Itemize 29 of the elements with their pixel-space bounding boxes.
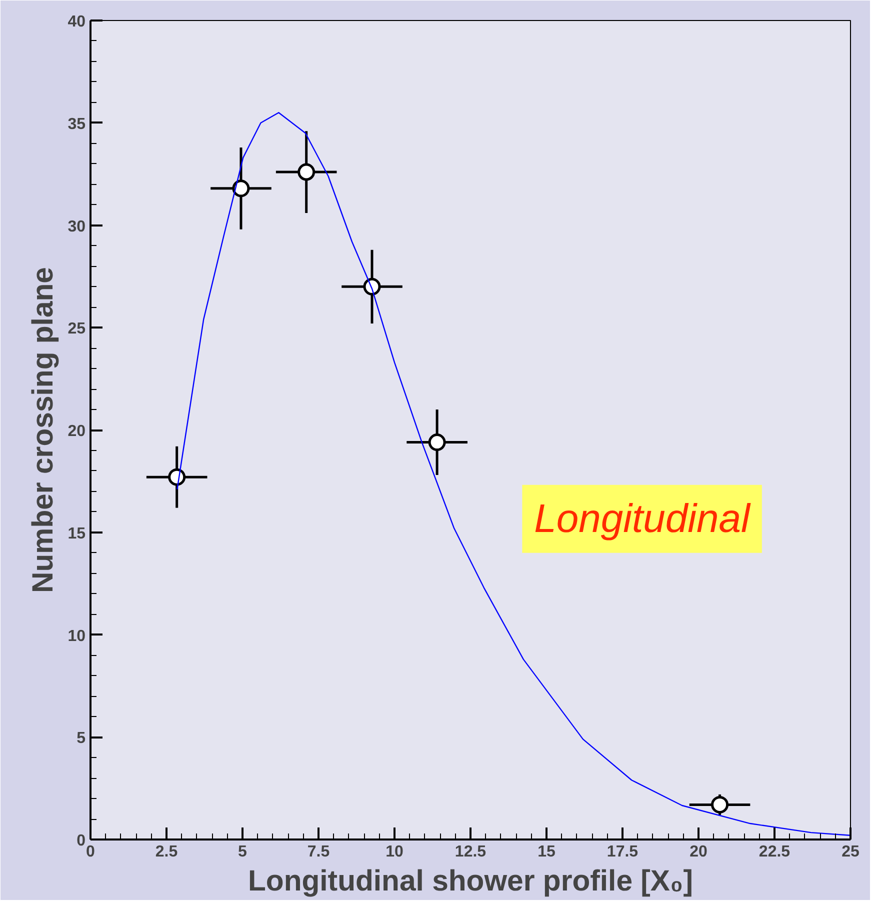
x-tick-label: 7.5 (307, 844, 330, 860)
annotation: Longitudinal (534, 496, 752, 541)
point (168, 468, 186, 486)
y-tick-label: 15 (68, 525, 86, 542)
point (363, 278, 381, 296)
y-axis-title: Number crossing plane (26, 267, 60, 593)
x-tick-label: 20 (690, 844, 708, 860)
point (298, 163, 316, 181)
point (232, 180, 250, 198)
x-tick-label: 25 (842, 844, 860, 860)
y-tick-label: 10 (68, 628, 86, 645)
y-tick-label: 35 (68, 116, 86, 133)
x-tick-label: 22.5 (758, 844, 790, 860)
x-tick-label: 17.5 (606, 844, 638, 860)
line-series (176, 112, 850, 836)
y-tick-label: 5 (76, 730, 86, 748)
y-tick-label: 20 (68, 423, 86, 440)
point (428, 434, 446, 452)
y-tick-label: 40 (68, 14, 86, 30)
x-tick-label: 5 (238, 844, 248, 860)
y-tick-label: 30 (68, 218, 86, 236)
point (711, 796, 729, 814)
x-axis-title: Longitudinal shower profile [X₀] (248, 864, 693, 898)
y-tick-label: 25 (68, 320, 86, 338)
x-tick-label: 2.5 (155, 844, 178, 860)
x-tick-label: 12.5 (454, 844, 486, 860)
x-tick-label: 15 (538, 844, 556, 860)
x-tick-label: 10 (386, 844, 404, 860)
y-tick-label: 0 (76, 832, 86, 850)
